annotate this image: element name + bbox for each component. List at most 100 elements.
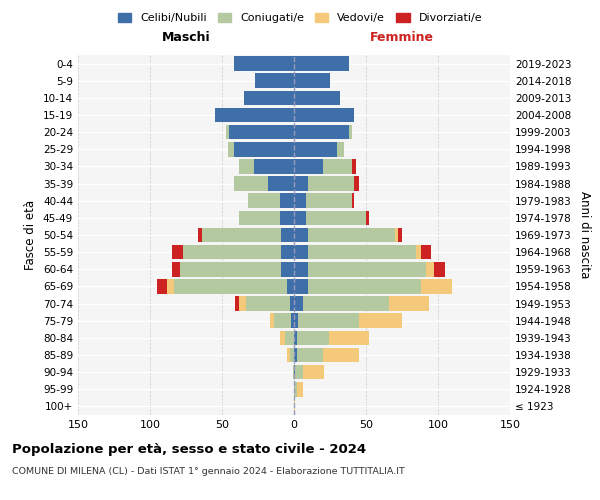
Bar [180, 262, 281, 276]
Bar [323, 348, 359, 362]
Bar [254, 159, 294, 174]
Bar [229, 125, 294, 140]
Text: COMUNE DI MILENA (CL) - Dati ISTAT 1° gennaio 2024 - Elaborazione TUTTITALIA.IT: COMUNE DI MILENA (CL) - Dati ISTAT 1° ge… [12, 468, 405, 476]
Bar [202, 228, 281, 242]
Bar [294, 365, 295, 380]
Bar [269, 314, 274, 328]
Bar [172, 245, 183, 260]
Bar [352, 194, 355, 208]
Bar [294, 279, 308, 293]
Bar [355, 176, 359, 191]
Bar [281, 228, 294, 242]
Bar [294, 90, 340, 105]
Bar [294, 74, 330, 88]
Bar [268, 176, 294, 191]
Bar [308, 262, 427, 276]
Y-axis label: Anni di nascita: Anni di nascita [578, 192, 591, 278]
Bar [389, 296, 430, 311]
Bar [290, 348, 294, 362]
Bar [337, 142, 344, 156]
Bar [329, 330, 369, 345]
Bar [228, 142, 233, 156]
Bar [294, 194, 305, 208]
Bar [349, 125, 352, 140]
Bar [427, 262, 434, 276]
Bar [239, 159, 254, 174]
Bar [226, 125, 229, 140]
Bar [291, 314, 294, 328]
Bar [281, 245, 294, 260]
Bar [434, 262, 445, 276]
Bar [233, 176, 268, 191]
Bar [287, 279, 294, 293]
Bar [421, 279, 452, 293]
Text: Popolazione per età, sesso e stato civile - 2024: Popolazione per età, sesso e stato civil… [12, 442, 366, 456]
Bar [287, 348, 290, 362]
Bar [294, 382, 297, 396]
Bar [308, 279, 421, 293]
Legend: Celibi/Nubili, Coniugati/e, Vedovi/e, Divorziati/e: Celibi/Nubili, Coniugati/e, Vedovi/e, Di… [113, 8, 487, 28]
Bar [293, 365, 294, 380]
Bar [298, 314, 359, 328]
Text: Femmine: Femmine [370, 31, 434, 44]
Bar [297, 382, 302, 396]
Bar [294, 108, 355, 122]
Y-axis label: Fasce di età: Fasce di età [25, 200, 37, 270]
Bar [215, 108, 294, 122]
Bar [294, 56, 349, 71]
Bar [197, 228, 202, 242]
Bar [255, 74, 294, 88]
Bar [239, 210, 280, 225]
Bar [280, 194, 294, 208]
Bar [421, 245, 431, 260]
Bar [280, 330, 286, 345]
Bar [157, 279, 167, 293]
Bar [295, 365, 302, 380]
Bar [183, 245, 281, 260]
Bar [308, 228, 395, 242]
Bar [294, 125, 349, 140]
Text: Maschi: Maschi [161, 31, 211, 44]
Bar [294, 176, 308, 191]
Bar [239, 296, 247, 311]
Bar [302, 296, 389, 311]
Bar [294, 245, 308, 260]
Bar [323, 159, 352, 174]
Bar [233, 142, 294, 156]
Bar [294, 296, 302, 311]
Bar [274, 314, 291, 328]
Bar [248, 194, 280, 208]
Bar [416, 245, 421, 260]
Bar [302, 365, 324, 380]
Bar [297, 348, 323, 362]
Bar [294, 228, 308, 242]
Bar [294, 142, 337, 156]
Bar [294, 314, 298, 328]
Bar [233, 56, 294, 71]
Bar [175, 279, 287, 293]
Bar [294, 210, 305, 225]
Bar [281, 262, 294, 276]
Bar [172, 262, 180, 276]
Bar [398, 228, 402, 242]
Bar [167, 279, 175, 293]
Bar [366, 210, 369, 225]
Bar [244, 90, 294, 105]
Bar [247, 296, 290, 311]
Bar [395, 228, 398, 242]
Bar [297, 330, 329, 345]
Bar [352, 159, 356, 174]
Bar [308, 245, 416, 260]
Bar [290, 296, 294, 311]
Bar [294, 348, 297, 362]
Bar [286, 330, 294, 345]
Bar [294, 399, 295, 413]
Bar [305, 194, 352, 208]
Bar [308, 176, 355, 191]
Bar [280, 210, 294, 225]
Bar [294, 159, 323, 174]
Bar [294, 262, 308, 276]
Bar [359, 314, 402, 328]
Bar [235, 296, 239, 311]
Bar [305, 210, 366, 225]
